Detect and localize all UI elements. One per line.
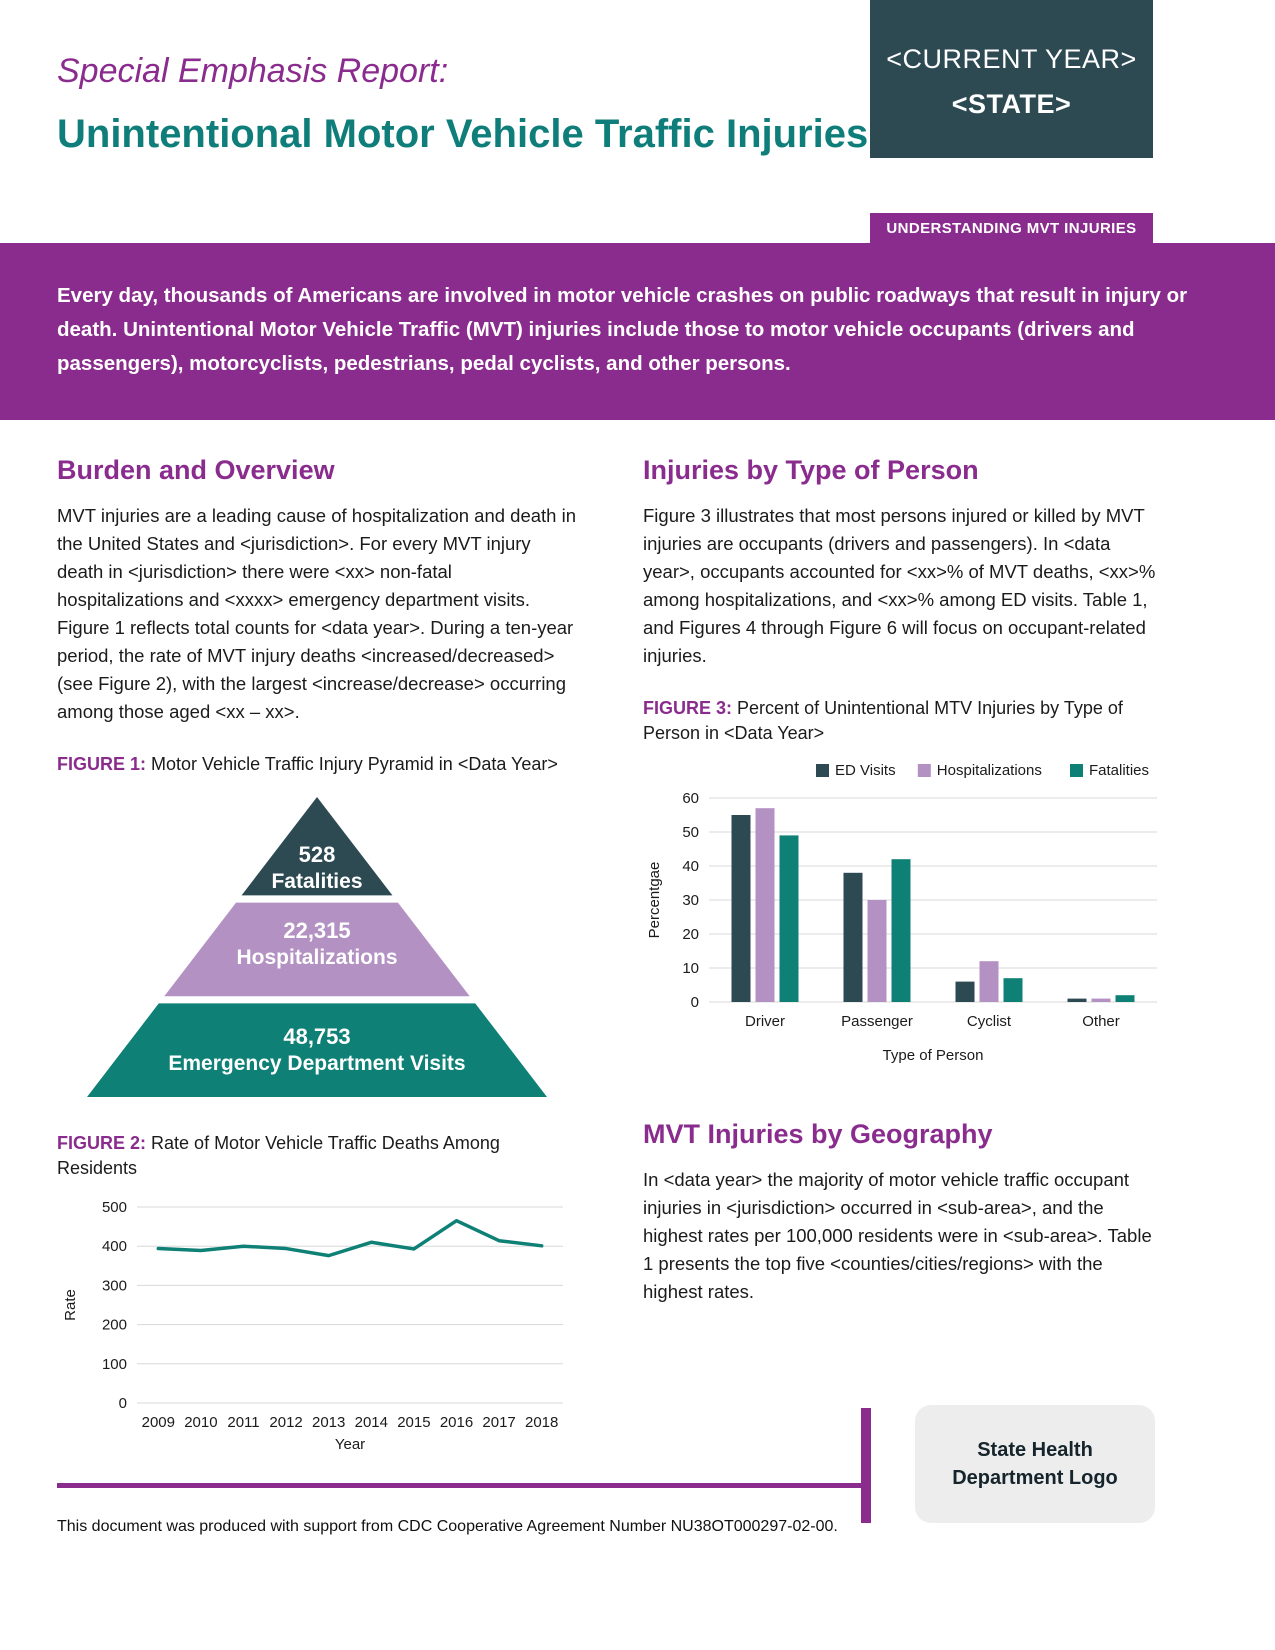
- figure1-label: FIGURE 1:: [57, 754, 147, 774]
- report-kicker: Special Emphasis Report:: [57, 52, 449, 90]
- pyramid-hospitalizations-label: 22,315 Hospitalizations: [236, 918, 398, 969]
- content-columns: Burden and Overview MVT injuries are a l…: [57, 455, 1218, 1468]
- figure2-label: FIGURE 2:: [57, 1133, 147, 1153]
- svg-text:2013: 2013: [312, 1414, 345, 1431]
- figure2-caption-text: Rate of Motor Vehicle Traffic Deaths Amo…: [57, 1133, 500, 1178]
- svg-text:300: 300: [102, 1277, 127, 1294]
- figure3-bar-chart: 0 10 20 30 40 50 60 Driver Passenger Cyclist Other…: [643, 756, 1163, 1079]
- figure1-caption: FIGURE 1: Motor Vehicle Traffic Injury P…: [57, 752, 577, 777]
- state-text: <STATE>: [951, 89, 1072, 119]
- svg-text:2011: 2011: [227, 1414, 259, 1431]
- svg-text:0: 0: [119, 1395, 127, 1412]
- footer-horizontal-rule: [57, 1483, 867, 1488]
- figure2-caption: FIGURE 2: Rate of Motor Vehicle Traffic …: [57, 1131, 577, 1181]
- svg-text:2009: 2009: [142, 1414, 175, 1431]
- svg-text:20: 20: [682, 926, 699, 943]
- intro-band: Every day, thousands of Americans are in…: [0, 243, 1275, 420]
- svg-text:Cyclist: Cyclist: [967, 1013, 1012, 1030]
- svg-text:2012: 2012: [269, 1414, 302, 1431]
- persons-heading: Injuries by Type of Person: [643, 455, 979, 485]
- svg-text:Type of Person: Type of Person: [883, 1047, 984, 1064]
- year-state-box: <CURRENT YEAR> <STATE>: [870, 0, 1153, 158]
- svg-text:Driver: Driver: [745, 1013, 785, 1030]
- current-year-text: <CURRENT YEAR>: [886, 44, 1137, 74]
- svg-text:Other: Other: [1082, 1013, 1120, 1030]
- svg-text:400: 400: [102, 1238, 127, 1255]
- geography-heading: MVT Injuries by Geography: [643, 1119, 993, 1149]
- figure3-caption-text: Percent of Unintentional MTV Injuries by…: [643, 698, 1123, 743]
- svg-text:10: 10: [682, 960, 699, 977]
- svg-text:Rate: Rate: [62, 1289, 79, 1321]
- svg-text:Percentgae: Percentgae: [646, 862, 663, 939]
- svg-text:2015: 2015: [397, 1414, 430, 1431]
- svg-text:100: 100: [102, 1356, 127, 1373]
- intro-text: Every day, thousands of Americans are in…: [57, 284, 1188, 375]
- footer-accent-bar: [861, 1408, 871, 1523]
- svg-text:Passenger: Passenger: [841, 1013, 913, 1030]
- burden-heading: Burden and Overview: [57, 455, 335, 485]
- figure3-caption: FIGURE 3: Percent of Unintentional MTV I…: [643, 696, 1163, 746]
- svg-text:40: 40: [682, 858, 699, 875]
- geography-body: In <data year> the majority of motor veh…: [643, 1169, 1152, 1302]
- logo-text-line2: Department Logo: [952, 1467, 1118, 1489]
- section-tag: UNDERSTANDING MVT INJURIES: [870, 213, 1153, 243]
- right-column: Injuries by Type of Person Figure 3 illu…: [643, 455, 1163, 1468]
- svg-text:Hospitalizations: Hospitalizations: [937, 762, 1042, 779]
- svg-text:2014: 2014: [355, 1414, 388, 1431]
- svg-text:2018: 2018: [525, 1414, 558, 1431]
- svg-text:2016: 2016: [440, 1414, 473, 1431]
- svg-text:50: 50: [682, 824, 699, 841]
- figure3-label: FIGURE 3:: [643, 698, 733, 718]
- burden-body: MVT injuries are a leading cause of hosp…: [57, 505, 577, 722]
- page-title: Unintentional Motor Vehicle Traffic Inju…: [57, 112, 869, 156]
- svg-text:30: 30: [682, 892, 699, 909]
- pyramid-ed-visits-label: 48,753 Emergency Department Visits: [168, 1024, 466, 1075]
- svg-text:200: 200: [102, 1317, 127, 1334]
- logo-text-line1: State Health: [977, 1439, 1093, 1461]
- figure2-line-chart: 0 100 200 300 400 500 2009 2010 2011 2012 2013 2014…: [57, 1191, 577, 1468]
- svg-text:Fatalities: Fatalities: [1089, 762, 1149, 779]
- svg-text:Year: Year: [335, 1436, 365, 1453]
- footer-note: This document was produced with support …: [57, 1518, 838, 1535]
- svg-text:0: 0: [691, 994, 699, 1011]
- figure1-pyramid-chart: 528 Fatalities 22,315 Hospitalizations 4…: [87, 797, 547, 1097]
- svg-text:ED Visits: ED Visits: [835, 762, 896, 779]
- pyramid-ed-visits-band: [87, 1003, 547, 1097]
- svg-text:2010: 2010: [184, 1414, 217, 1431]
- svg-text:60: 60: [682, 790, 699, 807]
- svg-text:500: 500: [102, 1199, 127, 1216]
- persons-body: Figure 3 illustrates that most persons i…: [643, 505, 1156, 666]
- state-health-logo-placeholder: State Health Department Logo: [915, 1405, 1155, 1523]
- left-column: Burden and Overview MVT injuries are a l…: [57, 455, 577, 1468]
- svg-text:2017: 2017: [482, 1414, 515, 1431]
- figure1-caption-text: Motor Vehicle Traffic Injury Pyramid in …: [151, 754, 558, 774]
- pyramid-fatalities-label: 528 Fatalities: [271, 842, 363, 893]
